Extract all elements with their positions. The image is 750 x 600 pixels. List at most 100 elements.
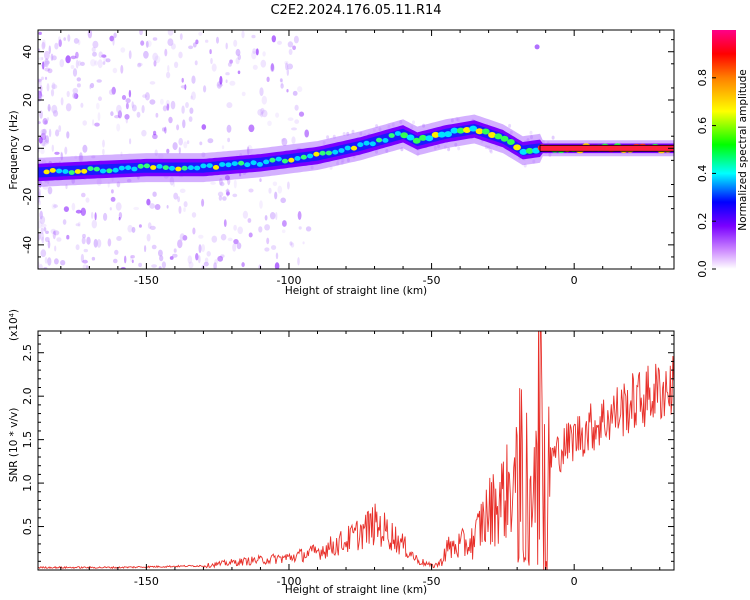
noise-speckle <box>297 257 300 266</box>
noise-speckle <box>146 233 151 242</box>
noise-speckle <box>75 223 81 227</box>
ridge-peak <box>131 166 138 172</box>
spectrogram-frame <box>37 29 675 270</box>
noise-speckle <box>233 39 238 47</box>
ridge-peak <box>263 159 270 165</box>
noise-speckle <box>298 111 305 117</box>
colorbar-gradient <box>712 30 736 269</box>
noise-speckle <box>96 79 102 83</box>
noise-speckle <box>81 192 86 198</box>
ridge-peak <box>369 141 376 147</box>
noise-speckle <box>86 265 89 269</box>
noise-speckle <box>257 109 264 116</box>
noise-speckle <box>185 102 189 108</box>
noise-speckle <box>151 244 157 250</box>
noise-speckle <box>62 219 67 225</box>
noise-speckle <box>290 242 295 248</box>
noise-speckle <box>54 258 59 265</box>
ridge-peak <box>81 168 88 174</box>
noise-speckle <box>188 45 194 50</box>
noise-speckle <box>80 253 84 263</box>
noise-speckle <box>45 230 49 234</box>
noise-speckle <box>277 40 282 45</box>
snr-ytick-label: 2.5 <box>21 344 34 362</box>
noise-speckle <box>302 241 305 245</box>
noise-speckle <box>67 34 71 42</box>
noise-speckle <box>529 130 533 135</box>
ridge-core <box>38 123 674 178</box>
noise-speckle <box>140 40 145 46</box>
ridge-peak <box>187 165 194 171</box>
noise-speckle <box>551 135 555 140</box>
ridge-peak <box>444 131 452 138</box>
noise-speckle <box>105 58 111 63</box>
noise-speckle <box>181 77 184 83</box>
chart-title: C2E2.2024.176.05.11.R14 <box>270 3 441 18</box>
ridge-peak <box>463 127 471 133</box>
noise-speckle <box>274 191 278 200</box>
noise-speckle <box>233 224 237 231</box>
ridge-peak <box>49 168 56 173</box>
noise-speckle <box>164 48 168 57</box>
noise-speckle <box>129 256 134 262</box>
noise-speckle <box>38 78 42 88</box>
noise-speckle <box>192 227 196 235</box>
noise-speckle <box>172 142 178 151</box>
ridge-peak <box>225 162 232 168</box>
noise-speckle <box>91 211 94 219</box>
ridge-peak <box>118 165 125 171</box>
noise-speckle <box>166 205 169 209</box>
noise-speckle <box>137 62 142 68</box>
noise-speckle <box>48 45 51 54</box>
noise-speckle <box>270 63 275 73</box>
ridge-peak <box>294 156 301 161</box>
noise-speckle <box>264 224 270 231</box>
noise-speckle <box>222 196 227 201</box>
ridge-peak <box>143 163 150 169</box>
noise-speckle <box>217 191 224 197</box>
noise-speckle <box>198 255 201 264</box>
noise-speckle <box>70 55 77 60</box>
noise-speckle <box>275 252 279 260</box>
noise-speckle <box>189 107 194 114</box>
noise-speckle <box>40 249 47 258</box>
noise-speckle <box>87 30 93 39</box>
noise-speckle <box>91 219 98 229</box>
noise-speckle <box>292 90 298 96</box>
ridge-peak <box>200 163 207 169</box>
noise-speckle <box>63 37 66 41</box>
noise-speckle <box>179 188 186 193</box>
ridge-peak <box>456 127 465 134</box>
noise-speckle <box>251 34 256 39</box>
noise-speckle <box>44 76 48 80</box>
noise-speckle <box>225 189 230 193</box>
noise-speckle <box>80 207 87 216</box>
noise-speckle <box>237 70 241 75</box>
noise-speckle <box>53 204 58 208</box>
noise-speckle <box>176 124 180 131</box>
noise-speckle <box>141 105 145 114</box>
noise-speckle <box>97 112 101 121</box>
noise-speckle <box>280 79 284 86</box>
noise-speckle <box>42 118 48 125</box>
ridge-peak <box>513 144 521 151</box>
noise-speckle <box>195 39 199 45</box>
noise-speckle <box>259 178 262 183</box>
noise-speckle <box>83 248 89 253</box>
noise-speckle <box>210 181 216 185</box>
noise-speckle <box>41 76 44 81</box>
noise-speckle <box>54 151 60 155</box>
noise-speckle <box>188 116 193 122</box>
noise-speckle <box>149 81 156 85</box>
noise-speckle <box>291 127 297 131</box>
noise-speckle <box>457 146 461 151</box>
ridge-peak <box>412 137 421 144</box>
noise-speckle <box>51 82 56 90</box>
noise-speckle <box>39 232 45 241</box>
ridge-peak <box>419 134 427 141</box>
noise-speckle <box>96 102 100 110</box>
noise-speckle <box>125 98 131 104</box>
noise-speckle <box>52 110 59 117</box>
snr-ylabel: SNR (10 * v/v) <box>8 408 20 483</box>
